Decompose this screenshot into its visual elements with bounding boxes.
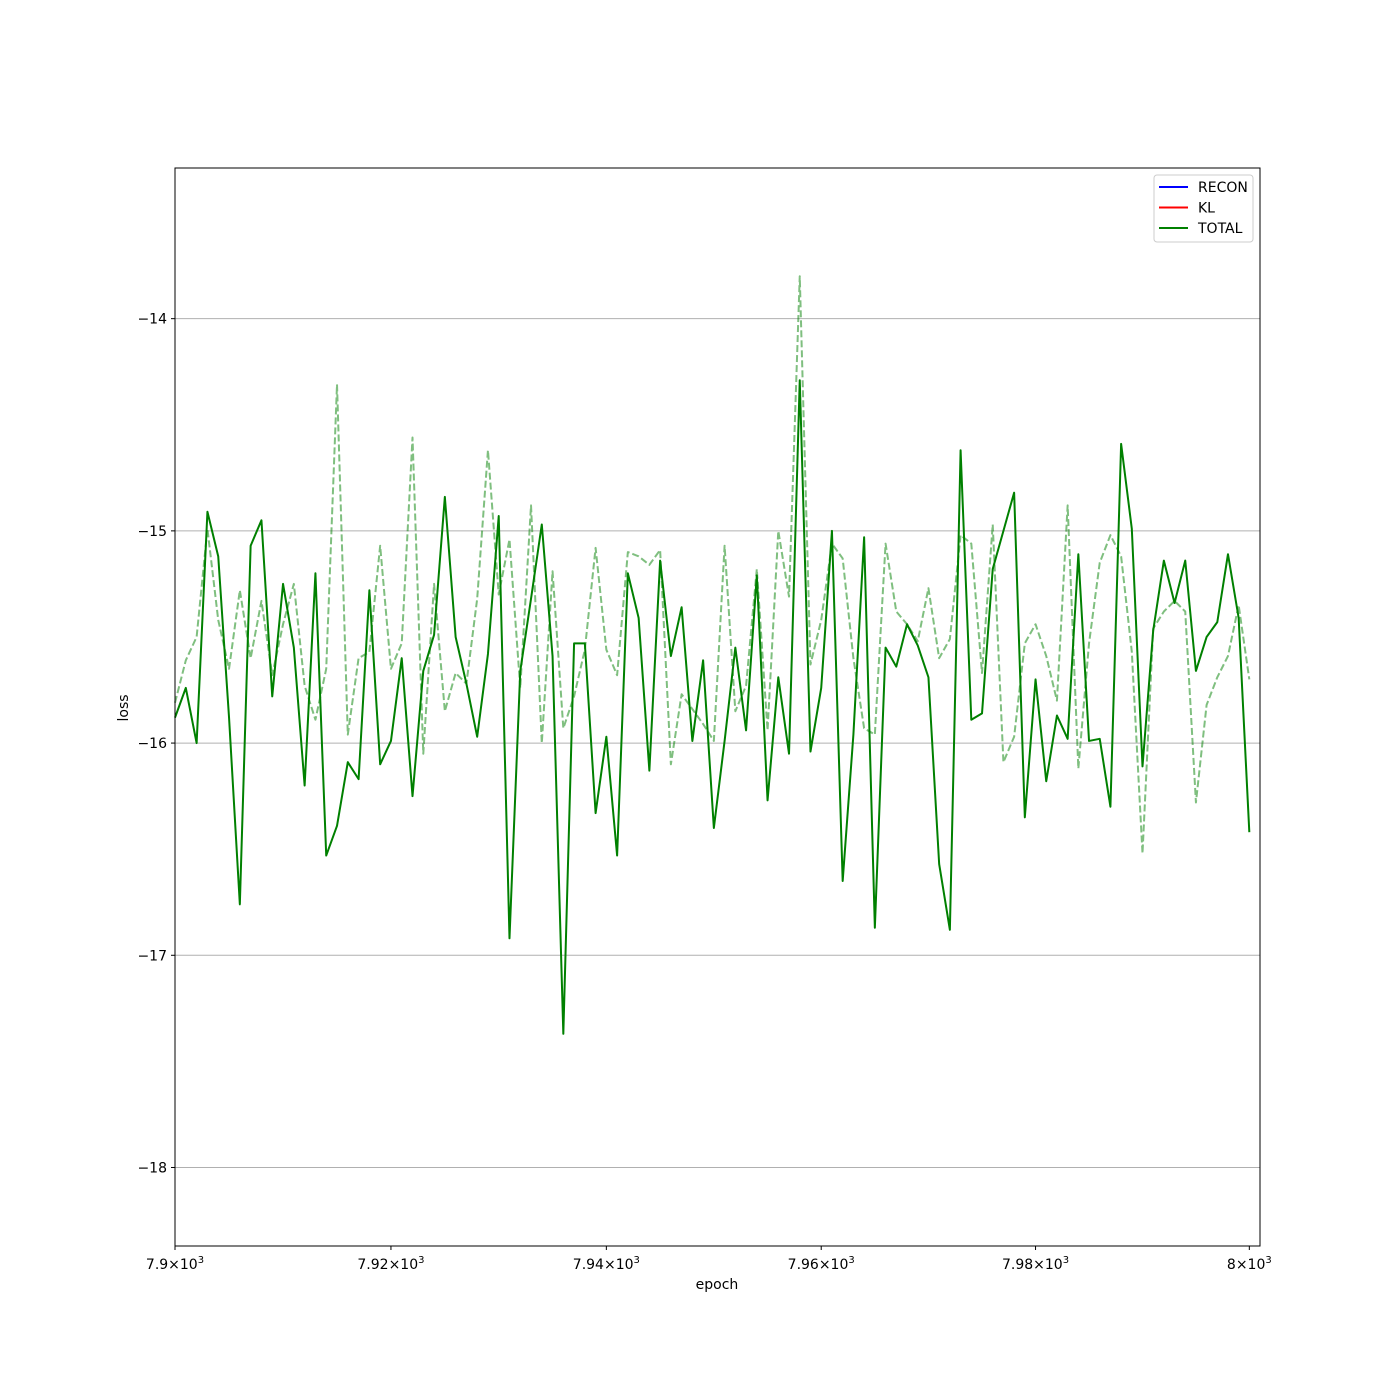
series-line-total [174,379,1251,1035]
x-tick-label: 7.9×103 [146,1255,204,1273]
y-axis-ticks: −18 −17 −16 −15 −14 [137,312,175,1176]
series-line-dashed [174,275,1251,855]
grid-lines [175,318,1260,1168]
legend-label-kl: KL [1198,201,1215,217]
y-tick-label: −17 [137,948,167,964]
plot-frame [174,167,1261,1247]
legend-label-total: TOTAL [1197,221,1243,237]
y-axis-label: loss [116,694,132,721]
x-tick-label: 7.92×103 [357,1255,424,1273]
legend-label-recon: RECON [1198,180,1248,196]
x-axis-label: epoch [696,1277,739,1293]
legend: RECON KL TOTAL [1153,174,1254,243]
y-tick-label: −15 [137,524,167,540]
x-tick-label: 7.98×103 [1002,1255,1069,1273]
x-tick-label: 7.96×103 [788,1255,855,1273]
legend-box [1153,174,1254,243]
series-lines [174,275,1251,1035]
x-tick-label: 8×103 [1227,1255,1272,1273]
x-tick-label: 7.94×103 [573,1255,640,1273]
y-tick-label: −16 [137,736,167,752]
x-axis-ticks: 7.9×103 7.92×103 7.94×103 7.96×103 7.98×103 8… [146,1246,1272,1273]
y-tick-label: −14 [137,312,167,328]
y-tick-label: −18 [137,1160,167,1176]
